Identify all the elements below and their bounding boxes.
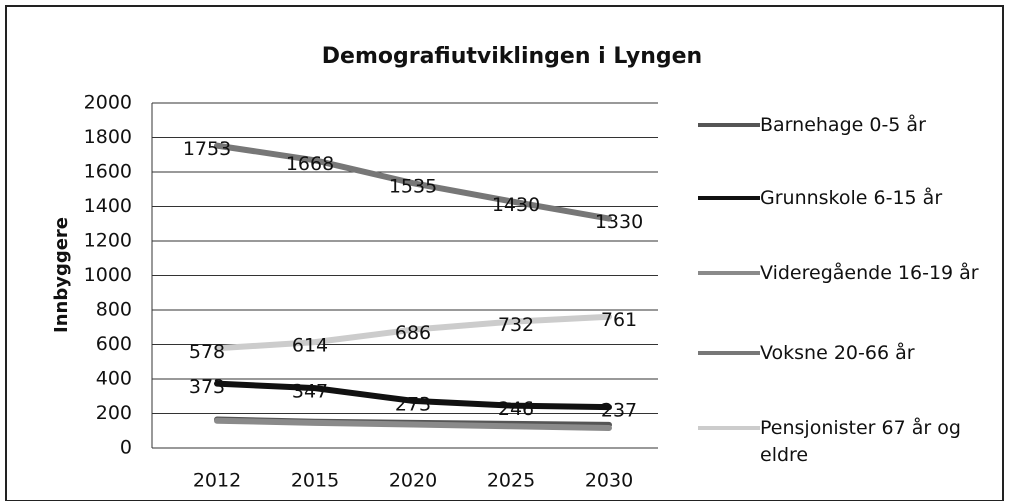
y-tick-label: 1600: [84, 161, 132, 183]
legend-swatch: [698, 196, 760, 200]
series-line: [214, 142, 612, 222]
data-label: 373: [189, 376, 225, 398]
series-line: [214, 313, 612, 352]
y-tick-label: 1400: [84, 195, 132, 217]
legend-label: Barnehage 0-5 år: [760, 114, 926, 136]
data-label: 237: [601, 400, 637, 422]
y-tick-label: 600: [96, 333, 132, 355]
y-tick-label: 2000: [84, 92, 132, 114]
legend-swatch: [698, 351, 760, 355]
data-label: 761: [601, 309, 637, 331]
legend-label: Voksne 20-66 år: [760, 342, 915, 364]
y-tick-label: 1800: [84, 126, 132, 148]
x-tick-label: 2015: [291, 470, 339, 492]
y-tick-label: 1000: [84, 264, 132, 286]
data-label: 1535: [389, 176, 437, 198]
legend-item: Pensjonister 67 år og eldre: [698, 415, 998, 469]
data-label: 578: [189, 341, 225, 363]
y-tick-label: 800: [96, 299, 132, 321]
x-tick-label: 2030: [585, 470, 633, 492]
data-label: 614: [292, 335, 328, 357]
legend-item: Videregående 16-19 år: [698, 260, 998, 287]
data-label: 1430: [492, 194, 540, 216]
data-label: 347: [292, 381, 328, 403]
legend-swatch: [698, 426, 760, 430]
legend-item: Barnehage 0-5 år: [698, 112, 998, 139]
data-label: 246: [498, 398, 534, 420]
legend-label: Grunnskole 6-15 år: [760, 187, 943, 209]
data-label: 732: [498, 314, 534, 336]
data-label: 1330: [595, 211, 643, 233]
series-line: [214, 417, 612, 431]
x-tick-label: 2025: [487, 470, 535, 492]
y-axis-label: Innbyggere: [51, 217, 72, 333]
data-label: 1753: [183, 138, 231, 160]
y-tick-label: 200: [96, 402, 132, 424]
frame: [5, 5, 1004, 501]
y-tick-label: 0: [120, 437, 132, 459]
legend-item: Grunnskole 6-15 år: [698, 185, 998, 212]
data-label: 273: [395, 393, 431, 415]
data-label: 686: [395, 322, 431, 344]
series-line: [214, 380, 612, 411]
legend-label: Pensjonister 67 år og eldre: [760, 417, 961, 466]
y-tick-label: 400: [96, 368, 132, 390]
chart-title: Demografiutviklingen i Lyngen: [322, 44, 702, 69]
legend-item: Voksne 20-66 år: [698, 340, 998, 367]
legend-swatch: [698, 271, 760, 275]
legend-swatch: [698, 123, 760, 127]
data-label: 1668: [286, 153, 334, 175]
x-tick-label: 2012: [193, 470, 241, 492]
legend-label: Videregående 16-19 år: [760, 262, 979, 284]
y-tick-label: 1200: [84, 230, 132, 252]
x-tick-label: 2020: [389, 470, 437, 492]
